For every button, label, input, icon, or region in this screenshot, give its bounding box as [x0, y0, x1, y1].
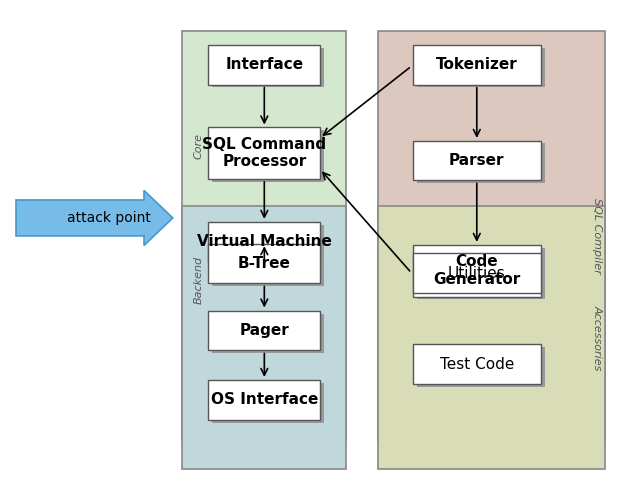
Text: Core: Core [194, 133, 204, 159]
FancyBboxPatch shape [417, 347, 545, 387]
FancyBboxPatch shape [378, 206, 605, 469]
FancyBboxPatch shape [212, 383, 324, 423]
FancyBboxPatch shape [209, 380, 320, 420]
FancyBboxPatch shape [378, 31, 605, 441]
Text: Virtual Machine: Virtual Machine [197, 234, 332, 250]
FancyBboxPatch shape [417, 248, 545, 299]
FancyBboxPatch shape [209, 222, 320, 262]
Text: Pager: Pager [239, 323, 289, 338]
Text: OS Interface: OS Interface [211, 392, 318, 408]
Text: Utilities: Utilities [448, 265, 506, 281]
Text: B-Tree: B-Tree [238, 256, 291, 271]
Text: Interface: Interface [225, 57, 303, 72]
FancyBboxPatch shape [209, 127, 320, 179]
Text: Accessories: Accessories [592, 305, 602, 370]
Text: SQL Compiler: SQL Compiler [592, 198, 602, 274]
Text: SQL Command
Processor: SQL Command Processor [202, 137, 326, 170]
FancyBboxPatch shape [212, 314, 324, 354]
FancyBboxPatch shape [182, 31, 346, 441]
FancyBboxPatch shape [417, 48, 545, 88]
Text: Code
Generator: Code Generator [433, 254, 520, 287]
Text: Parser: Parser [449, 153, 504, 168]
FancyBboxPatch shape [417, 144, 545, 183]
FancyBboxPatch shape [212, 130, 324, 182]
Text: Test Code: Test Code [440, 356, 514, 372]
FancyBboxPatch shape [212, 48, 324, 88]
Text: Tokenizer: Tokenizer [436, 57, 518, 72]
FancyBboxPatch shape [209, 45, 320, 85]
FancyArrow shape [16, 190, 173, 245]
FancyBboxPatch shape [209, 311, 320, 351]
FancyBboxPatch shape [413, 253, 541, 293]
FancyBboxPatch shape [209, 243, 320, 284]
FancyBboxPatch shape [413, 45, 541, 85]
FancyBboxPatch shape [413, 141, 541, 180]
FancyBboxPatch shape [417, 256, 545, 296]
Text: attack point: attack point [67, 211, 151, 225]
FancyBboxPatch shape [413, 344, 541, 384]
FancyBboxPatch shape [413, 245, 541, 297]
FancyBboxPatch shape [182, 206, 346, 469]
FancyBboxPatch shape [212, 246, 324, 286]
FancyBboxPatch shape [212, 225, 324, 264]
Text: Backend: Backend [194, 256, 204, 304]
